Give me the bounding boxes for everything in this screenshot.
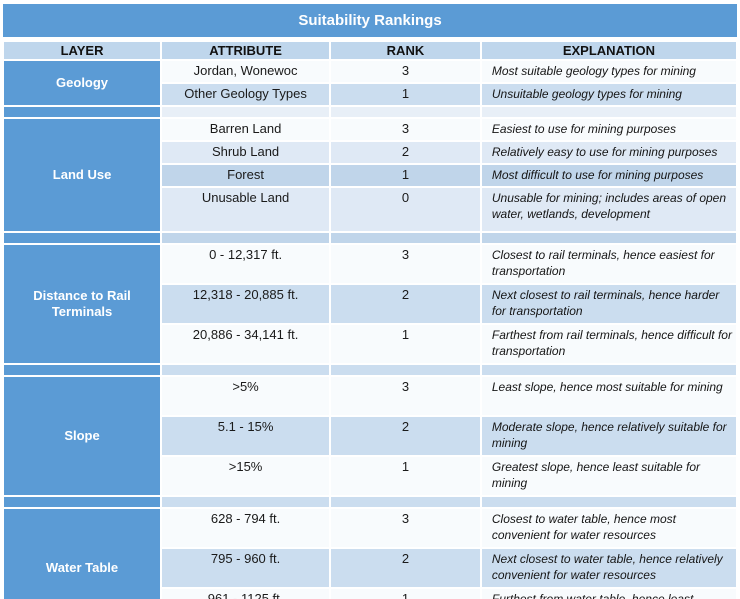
- attribute-cell: >5%: [162, 377, 330, 415]
- table-row: 5.1 - 15% 2 Moderate slope, hence relati…: [4, 417, 736, 455]
- attribute-cell: 961 - 1125 ft.: [162, 589, 330, 599]
- layer-cell-water-table: Water Table: [4, 509, 161, 599]
- attribute-cell: Shrub Land: [162, 142, 330, 163]
- table-row: 961 - 1125 ft. 1 Furthest from water tab…: [4, 589, 736, 599]
- table-row: Water Table 628 - 794 ft. 3 Closest to w…: [4, 509, 736, 599]
- explanation-cell: Most difficult to use for mining purpose…: [481, 165, 736, 186]
- rank-cell: 2: [331, 285, 480, 323]
- attribute-cell: Jordan, Wonewoc: [162, 61, 330, 82]
- rank-cell: 2: [331, 549, 480, 587]
- explanation-cell: Closest to water table, hence most conve…: [481, 509, 736, 547]
- spacer-cell: [481, 233, 736, 243]
- attribute-cell: Forest: [162, 165, 330, 186]
- rank-cell: 1: [331, 325, 480, 363]
- attribute-cell: 628 - 794 ft.: [162, 509, 330, 547]
- spacer-layer-cell: [4, 365, 161, 375]
- rank-cell: 1: [331, 457, 480, 495]
- attribute-cell: 0 - 12,317 ft.: [162, 245, 330, 283]
- attribute-cell: 795 - 960 ft.: [162, 549, 330, 587]
- spacer-cell: [331, 233, 480, 243]
- rank-cell: 3: [331, 377, 480, 415]
- table-row: Land Use Barren Land 3 Easiest to use fo…: [4, 119, 736, 231]
- spacer-layer-cell: [4, 497, 161, 507]
- explanation-cell: Moderate slope, hence relatively suitabl…: [481, 417, 736, 455]
- spacer-cell: [162, 497, 330, 507]
- spacer-cell: [331, 497, 480, 507]
- spacer-layer-cell: [4, 233, 161, 243]
- explanation-cell: Next closest to rail terminals, hence ha…: [481, 285, 736, 323]
- rank-cell: 3: [331, 245, 480, 283]
- layer-cell-distance-to-rail-terminals: Distance to Rail Terminals: [4, 245, 161, 363]
- attribute-cell: 5.1 - 15%: [162, 417, 330, 455]
- explanation-cell: Furthest from water table, hence least c…: [481, 589, 736, 599]
- explanation-cell: Unsuitable geology types for mining: [481, 84, 736, 105]
- layer-cell-slope: Slope: [4, 377, 161, 495]
- explanation-cell: Least slope, hence most suitable for min…: [481, 377, 736, 415]
- attribute-cell: Barren Land: [162, 119, 330, 140]
- rank-cell: 1: [331, 589, 480, 599]
- table-row: Other Geology Types 1 Unsuitable geology…: [4, 84, 736, 105]
- explanation-cell: Closest to rail terminals, hence easiest…: [481, 245, 736, 283]
- attribute-cell: 20,886 - 34,141 ft.: [162, 325, 330, 363]
- rank-cell: 2: [331, 142, 480, 163]
- explanation-cell: Relatively easy to use for mining purpos…: [481, 142, 736, 163]
- explanation-cell: Unusable for mining; includes areas of o…: [481, 188, 736, 231]
- column-header-layer: LAYER: [4, 42, 161, 59]
- spacer-row: [4, 107, 736, 117]
- explanation-cell: Most suitable geology types for mining: [481, 61, 736, 82]
- spacer-cell: [162, 365, 330, 375]
- table-row: Distance to Rail Terminals 0 - 12,317 ft…: [4, 245, 736, 363]
- rank-cell: 1: [331, 165, 480, 186]
- table-row: Forest 1 Most difficult to use for minin…: [4, 165, 736, 186]
- layer-cell-geology: Geology: [4, 61, 161, 105]
- spacer-row: [4, 497, 736, 507]
- explanation-cell: Farthest from rail terminals, hence diff…: [481, 325, 736, 363]
- spacer-cell: [162, 233, 330, 243]
- attribute-cell: 12,318 - 20,885 ft.: [162, 285, 330, 323]
- column-header-attribute: ATTRIBUTE: [162, 42, 330, 59]
- spacer-cell: [331, 365, 480, 375]
- explanation-cell: Next closest to water table, hence relat…: [481, 549, 736, 587]
- explanation-cell: Greatest slope, hence least suitable for…: [481, 457, 736, 495]
- table-row: Slope >5% 3 Least slope, hence most suit…: [4, 377, 736, 495]
- table-row: 20,886 - 34,141 ft. 1 Farthest from rail…: [4, 325, 736, 363]
- rank-cell: 2: [331, 417, 480, 455]
- table-row: Geology Jordan, Wonewoc 3 Most suitable …: [4, 61, 736, 105]
- column-header-rank: RANK: [331, 42, 480, 59]
- column-header-explanation: EXPLANATION: [481, 42, 736, 59]
- spacer-cell: [162, 107, 330, 117]
- spacer-row: [4, 365, 736, 375]
- table-row: 12,318 - 20,885 ft. 2 Next closest to ra…: [4, 285, 736, 323]
- header-row: LAYER ATTRIBUTE RANK EXPLANATION: [4, 42, 736, 59]
- rank-cell: 3: [331, 509, 480, 547]
- attribute-cell: >15%: [162, 457, 330, 495]
- spacer-cell: [481, 365, 736, 375]
- spacer-layer-cell: [4, 107, 161, 117]
- rank-cell: 0: [331, 188, 480, 231]
- spacer-cell: [481, 107, 736, 117]
- table-row: Unusable Land 0 Unusable for mining; inc…: [4, 188, 736, 231]
- table-row: Shrub Land 2 Relatively easy to use for …: [4, 142, 736, 163]
- spacer-row: [4, 233, 736, 243]
- attribute-cell: Other Geology Types: [162, 84, 330, 105]
- rank-cell: 1: [331, 84, 480, 105]
- spacer-cell: [481, 497, 736, 507]
- attribute-cell: Unusable Land: [162, 188, 330, 231]
- explanation-cell: Easiest to use for mining purposes: [481, 119, 736, 140]
- layer-cell-land-use: Land Use: [4, 119, 161, 231]
- table-row: >15% 1 Greatest slope, hence least suita…: [4, 457, 736, 495]
- spacer-cell: [331, 107, 480, 117]
- table-row: 795 - 960 ft. 2 Next closest to water ta…: [4, 549, 736, 587]
- rank-cell: 3: [331, 119, 480, 140]
- rank-cell: 3: [331, 61, 480, 82]
- rankings-table: LAYER ATTRIBUTE RANK EXPLANATION Geology…: [2, 40, 738, 599]
- table-title: Suitability Rankings: [3, 4, 737, 37]
